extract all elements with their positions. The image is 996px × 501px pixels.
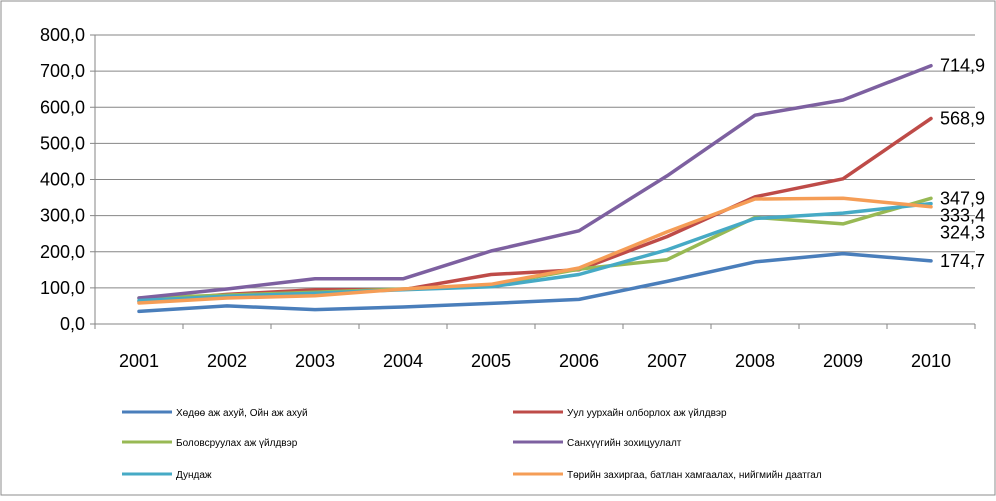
series-line-4 xyxy=(137,63,933,300)
x-tick-label: 2008 xyxy=(735,351,775,371)
legend-label: Хөдөө аж ахуй, Ойн аж ахуй xyxy=(176,408,308,419)
series-line-1 xyxy=(137,251,933,314)
y-tick-label: 200,0 xyxy=(40,242,85,262)
legend-label: Санхүүгийн зохицуулалт xyxy=(567,438,682,449)
data-label: 568,9 xyxy=(940,108,985,128)
series-line-5 xyxy=(137,201,933,303)
y-tick-label: 0,0 xyxy=(60,314,85,334)
y-tick-label: 400,0 xyxy=(40,170,85,190)
y-tick-label: 800,0 xyxy=(40,25,85,45)
x-tick-label: 2005 xyxy=(471,351,511,371)
x-tick-label: 2009 xyxy=(823,351,863,371)
data-label: 714,9 xyxy=(940,56,985,76)
legend-label: Дундаж xyxy=(176,470,212,481)
x-tick-label: 2006 xyxy=(559,351,599,371)
x-tick-label: 2002 xyxy=(207,351,247,371)
y-tick-label: 300,0 xyxy=(40,206,85,226)
legend-label: Төрийн захиргаа, батлан хамгаалах, нийгм… xyxy=(567,469,822,481)
data-label: 324,3 xyxy=(940,222,985,242)
y-tick-label: 100,0 xyxy=(40,278,85,298)
data-label: 333,4 xyxy=(940,205,985,225)
x-tick-label: 2004 xyxy=(383,351,423,371)
x-tick-label: 2010 xyxy=(911,351,951,371)
x-tick-label: 2007 xyxy=(647,351,687,371)
legend: Хөдөө аж ахуй, Ойн аж ахуй Уул уурхайн ол… xyxy=(122,407,822,481)
x-tick-label: 2003 xyxy=(295,351,335,371)
y-tick-label: 500,0 xyxy=(40,133,85,153)
data-label: 174,7 xyxy=(940,251,985,271)
x-tick-label: 2001 xyxy=(119,351,159,371)
series-lines xyxy=(137,63,933,314)
legend-label: Уул уурхайн олборлох аж үйлдвэр xyxy=(567,407,727,419)
y-tick-label: 600,0 xyxy=(40,97,85,117)
y-axis-ticks: 0,0 100,0 200,0 300,0 400,0 500,0 600,0 700,0 80… xyxy=(40,25,95,334)
data-label: 347,9 xyxy=(940,188,985,208)
series-line-6 xyxy=(137,196,933,305)
legend-label: Боловсруулах аж үйлдвэр xyxy=(176,438,298,449)
y-tick-label: 700,0 xyxy=(40,61,85,81)
x-axis-ticks: 2001 2002 2003 2004 2005 2006 2007 2008 2009 2010 xyxy=(94,324,976,371)
